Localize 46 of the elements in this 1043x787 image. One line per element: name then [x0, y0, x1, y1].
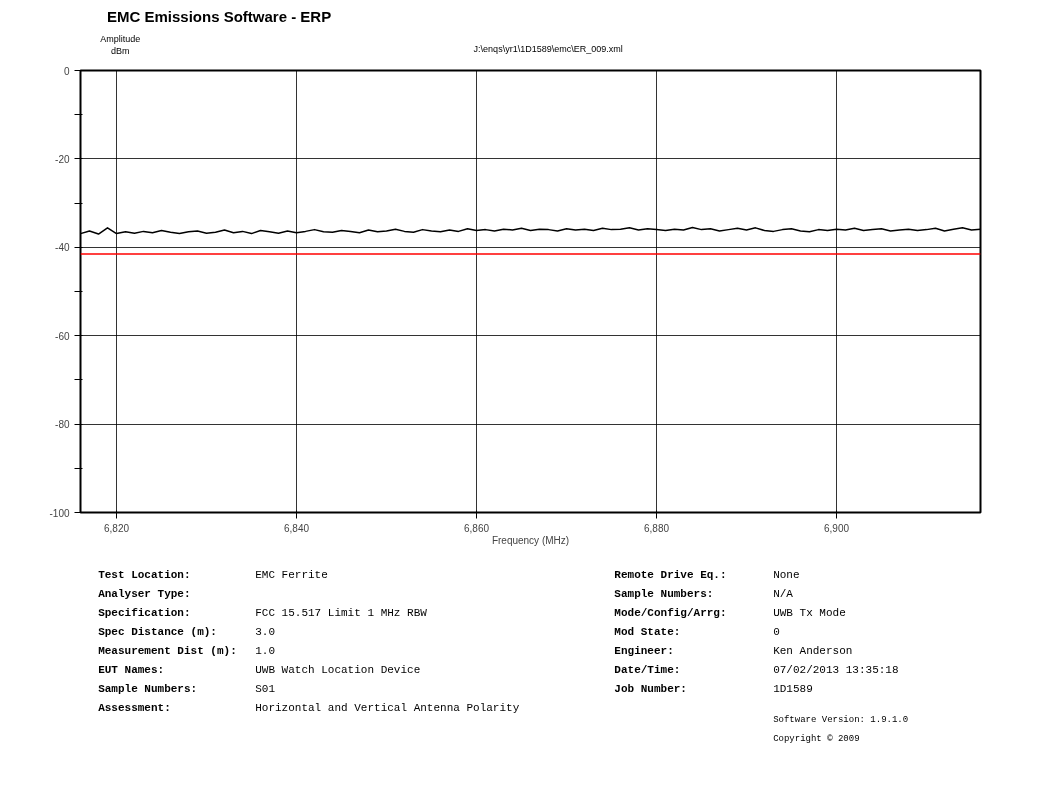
- text: 3.0: [255, 626, 276, 638]
- y-tick-label: 0: [63, 65, 70, 77]
- chart-subtitle: J:\enqs\yr1\1D1589\emc\ER_009.xml: [473, 43, 623, 54]
- text: Copyright © 2009: [773, 733, 860, 744]
- text: Software Version: 1.9.1.0: [773, 714, 909, 725]
- x-tick-label: 6,880: [643, 522, 670, 534]
- y-tick-label: -80: [55, 419, 70, 431]
- text: Mode/Config/Arrg:: [614, 606, 727, 619]
- chart-title: EMC Emissions Software - ERP: [106, 8, 332, 25]
- text: 1.0: [255, 645, 276, 657]
- x-tick-label: 6,820: [103, 522, 130, 534]
- text: Date/Time:: [614, 663, 681, 676]
- text: Engineer:: [614, 644, 674, 657]
- text: Sample Numbers:: [614, 587, 714, 600]
- x-tick-label: 6,860: [463, 522, 490, 534]
- text: Job Number:: [614, 682, 687, 695]
- text: 0: [773, 626, 780, 638]
- text: UWB Watch Location Device: [255, 663, 421, 676]
- text: EMC Ferrite: [255, 568, 328, 581]
- y-axis-title: Amplitude dBm: [100, 33, 141, 56]
- x-tick-label: 6,840: [283, 522, 310, 534]
- text: EUT Names:: [98, 663, 165, 676]
- text: Test Location:: [98, 568, 191, 581]
- text: 07/02/2013 13:35:18: [773, 663, 899, 676]
- text: N/A: [773, 587, 794, 600]
- text: Ken Anderson: [773, 644, 853, 657]
- text: S01: [255, 682, 276, 695]
- text: Analyser Type:: [98, 587, 191, 600]
- text: Spec Distance (m):: [98, 625, 217, 638]
- text: UWB Tx Mode: [773, 606, 846, 619]
- y-tick-label: -20: [55, 153, 70, 165]
- text: 1D1589: [773, 682, 813, 695]
- text: FCC 15.517 Limit 1 MHz RBW: [255, 606, 428, 619]
- x-tick-label: 6,900: [823, 522, 850, 534]
- y-tick-label: -40: [55, 242, 70, 254]
- text: Remote Drive Eq.:: [614, 568, 727, 581]
- text: Specification:: [98, 606, 191, 619]
- y-tick-label: -100: [49, 507, 70, 519]
- text: Measurement Dist (m):: [98, 644, 237, 657]
- text: Horizontal and Vertical Antenna Polarity: [255, 701, 520, 714]
- text: Sample Numbers:: [98, 682, 198, 695]
- text: Assessment:: [98, 701, 171, 714]
- text: Mod State:: [614, 625, 681, 638]
- y-tick-label: -60: [55, 330, 70, 342]
- x-axis-title: Frequency (MHz): [491, 534, 570, 546]
- text: None: [773, 568, 800, 581]
